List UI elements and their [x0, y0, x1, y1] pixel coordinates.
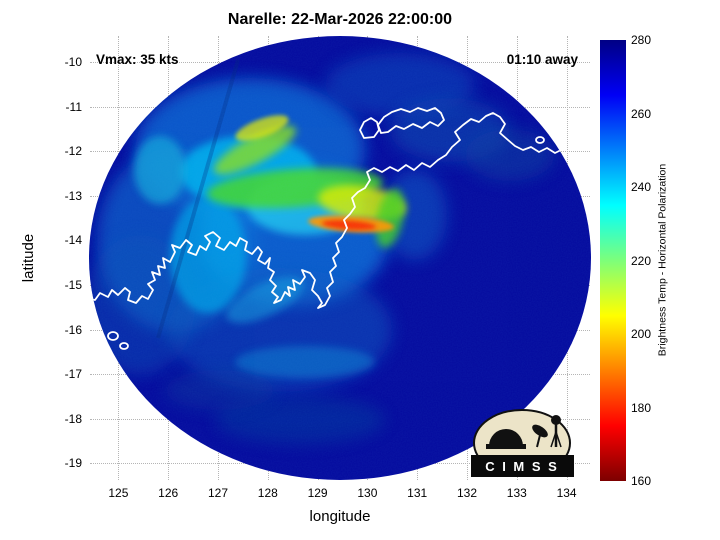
y-tick-label: -15 — [64, 278, 82, 293]
y-axis-label: latitude — [20, 233, 37, 283]
x-gridline — [466, 36, 468, 480]
y-tick-label: -12 — [64, 144, 82, 159]
y-tick-label: -17 — [64, 367, 82, 382]
x-tick-label: 125 — [108, 486, 129, 500]
y-gridline — [90, 463, 590, 465]
logo-text: C I M S S — [485, 459, 559, 474]
x-gridline — [516, 36, 518, 480]
x-tick-label: 130 — [357, 486, 378, 500]
y-tick-label: -10 — [64, 55, 82, 69]
cimss-logo: C I M S S — [471, 409, 574, 477]
swath-disc — [89, 36, 591, 480]
colorbar-tick-label: 160 — [631, 474, 652, 488]
x-tick-label: 131 — [407, 486, 428, 500]
colorbar-tick-label: 220 — [631, 253, 652, 268]
observatory-dome-icon — [489, 429, 523, 446]
logo-banner — [471, 455, 574, 477]
y-gridline — [90, 418, 590, 420]
radio-dish-icon — [532, 424, 548, 438]
vmax-annotation: Vmax: 35 kts — [96, 52, 179, 67]
swath-seam — [156, 59, 240, 339]
y-gridline — [90, 195, 590, 197]
colorbar — [600, 40, 626, 481]
x-gridline — [267, 36, 269, 480]
plot-title: Narelle: 22-Mar-2026 22:00:00 — [227, 11, 453, 28]
x-gridline — [367, 36, 369, 480]
y-tick-label: -19 — [64, 456, 82, 471]
x-tick-label: 127 — [207, 486, 228, 500]
y-gridline — [90, 285, 590, 287]
x-tick-label: 128 — [257, 486, 278, 500]
eta-annotation: 01:10 away — [506, 52, 578, 67]
colorbar-tick-label: 280 — [631, 33, 652, 47]
cold-burst-orange — [308, 215, 394, 233]
x-tick-label: 126 — [158, 486, 179, 500]
y-gridline — [90, 106, 590, 108]
x-gridline — [566, 36, 568, 480]
x-tick-label: 132 — [456, 486, 477, 500]
y-gridline — [90, 329, 590, 331]
y-tick-label: -14 — [64, 233, 82, 248]
colorbar-tick-label: 200 — [631, 327, 652, 341]
colorbar-tick-label: 260 — [631, 106, 652, 121]
y-tick-label: -11 — [65, 99, 82, 114]
x-gridline — [217, 36, 219, 480]
x-tick-label: 133 — [506, 486, 527, 500]
x-gridline — [118, 36, 120, 480]
y-tick-label: -18 — [64, 411, 82, 426]
y-gridline — [90, 374, 590, 376]
y-gridline — [90, 151, 590, 153]
y-tick-label: -13 — [64, 188, 82, 203]
colorbar-label: Brightness Temp - Horizontal Polarizatio… — [656, 163, 669, 357]
y-tick-label: -16 — [64, 322, 82, 337]
x-tick-label: 129 — [307, 486, 328, 500]
x-axis-label: longitude — [309, 508, 371, 525]
colorbar-tick-label: 240 — [631, 180, 652, 194]
y-gridline — [90, 240, 590, 242]
x-gridline — [317, 36, 319, 480]
x-gridline — [168, 36, 170, 480]
x-gridline — [417, 36, 419, 480]
x-tick-label: 134 — [556, 486, 577, 500]
colorbar-tick-label: 180 — [631, 400, 652, 415]
